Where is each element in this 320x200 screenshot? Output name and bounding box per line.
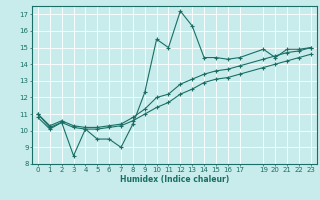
X-axis label: Humidex (Indice chaleur): Humidex (Indice chaleur) bbox=[120, 175, 229, 184]
